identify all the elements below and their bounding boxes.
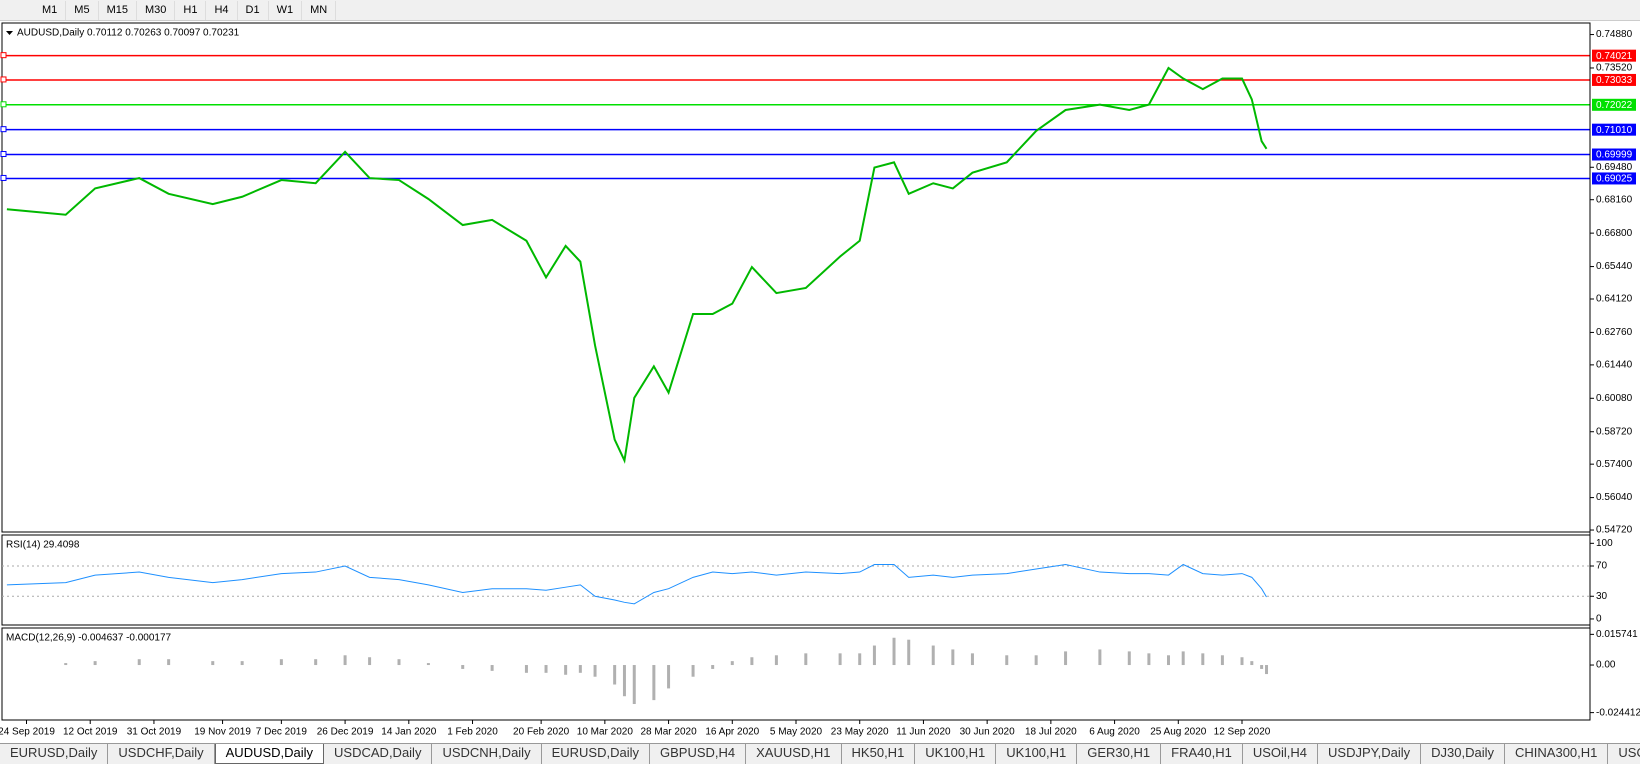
level-label-box	[1592, 172, 1636, 185]
timeframe-button[interactable]: MN	[302, 0, 337, 20]
level-label-box	[1592, 49, 1636, 62]
y-tick-label: 0.57400	[1596, 459, 1633, 470]
x-tick-label: 24 Sep 2019	[0, 727, 55, 738]
chart-tab[interactable]: USDCAD,Daily	[324, 744, 433, 764]
timeframe-button[interactable]: W1	[269, 0, 303, 20]
timeframe-button[interactable]: M30	[137, 0, 176, 20]
chart-tab[interactable]: UK100,H1	[996, 744, 1078, 764]
timeframe-button[interactable]: D1	[238, 0, 269, 20]
level-label-box	[1592, 123, 1636, 136]
price-line	[6, 66, 1268, 464]
y-tick-label: 0.56040	[1596, 492, 1633, 503]
chart-tab[interactable]: USDCNH,Daily	[432, 744, 542, 764]
x-tick-label: 7 Dec 2019	[256, 727, 308, 738]
y-tick-label: 0.66800	[1596, 228, 1633, 239]
y-tick-label: -0.024412	[1596, 707, 1640, 718]
chart-tab[interactable]: AUDUSD,Daily	[214, 744, 325, 764]
menu-triangle	[6, 31, 13, 35]
y-tick-label: 30	[1596, 591, 1608, 602]
x-tick-label: 1 Feb 2020	[447, 727, 498, 738]
x-tick-label: 11 Jun 2020	[896, 727, 951, 738]
y-tick-label: 0.68160	[1596, 194, 1633, 205]
x-tick-label: 20 Feb 2020	[513, 727, 570, 738]
x-tick-label: 25 Aug 2020	[1150, 727, 1207, 738]
chart-tab[interactable]: USDCHF,Daily	[108, 744, 215, 764]
y-tick-label: 0.58720	[1596, 426, 1633, 437]
y-tick-label: 0.74880	[1596, 29, 1633, 40]
price-line	[6, 563, 1267, 605]
level-handle	[0, 126, 7, 133]
level-label-box	[1592, 148, 1636, 161]
level-label-box	[1592, 98, 1636, 111]
timeframe-button[interactable]: M5	[66, 0, 99, 20]
x-tick-label: 30 Jun 2020	[960, 727, 1015, 738]
x-tick-label: 31 Oct 2019	[127, 727, 182, 738]
x-tick-label: 23 May 2020	[831, 727, 889, 738]
x-tick-label: 16 Apr 2020	[705, 727, 759, 738]
y-tick-label: 0.73520	[1596, 63, 1633, 74]
y-tick-label: 0.64120	[1596, 294, 1633, 305]
level-label: 0.72022	[1596, 100, 1633, 111]
chart-tab[interactable]: HK50,H1	[842, 744, 916, 764]
timeframe-button[interactable]: M1	[34, 0, 67, 20]
chart-tab[interactable]: USOil,H4	[1243, 744, 1319, 764]
x-tick-label: 6 Aug 2020	[1089, 727, 1140, 738]
level-handle	[0, 101, 7, 108]
x-tick-label: 10 Mar 2020	[577, 727, 634, 738]
tab-bar: EURUSD,Daily USDCHF,Daily AUDUSD,Daily USDC…	[0, 743, 1640, 764]
level-handle	[0, 151, 7, 158]
chart-tab[interactable]: USOil,H4	[1608, 744, 1640, 764]
y-tick-label: 70	[1596, 561, 1608, 572]
x-tick-label: 26 Dec 2019	[317, 727, 374, 738]
level-label-box	[1592, 73, 1636, 86]
chart-tab[interactable]: DJ30,Daily	[1421, 744, 1506, 764]
chart: 0.74021 0.73033 0.72022 0.71010 0.69999 0.690…	[0, 21, 1640, 743]
background	[0, 21, 1640, 743]
x-tick-label: 12 Oct 2019	[63, 727, 118, 738]
y-tick-label: 0.60080	[1596, 393, 1633, 404]
timeframe-button[interactable]: H1	[175, 0, 207, 20]
x-tick-label: 28 Mar 2020	[640, 727, 697, 738]
level-handle	[0, 52, 7, 59]
y-tick-label: 0.00	[1596, 660, 1616, 671]
chart-tab[interactable]: USDJPY,Daily	[1318, 744, 1422, 764]
chart-tab[interactable]: GBPUSD,H4	[650, 744, 747, 764]
chart-tab[interactable]: EURUSD,Daily	[542, 744, 650, 764]
y-tick-label: 0.015741	[1596, 629, 1638, 640]
timeframe-button[interactable]: M15	[99, 0, 137, 20]
y-tick-label: 0.62760	[1596, 327, 1633, 338]
y-tick-label: 0.69480	[1596, 162, 1633, 173]
x-tick-label: 12 Sep 2020	[1214, 727, 1271, 738]
y-tick-label: 0.61440	[1596, 360, 1633, 371]
chart-tab[interactable]: GER30,H1	[1077, 744, 1162, 764]
chart-tab[interactable]: UK100,H1	[915, 744, 997, 764]
level-label: 0.71010	[1596, 125, 1633, 136]
level-label: 0.69025	[1596, 174, 1633, 185]
level-handle	[0, 76, 7, 83]
level-label: 0.73033	[1596, 75, 1633, 86]
level-label: 0.74021	[1596, 51, 1633, 62]
chart-tab[interactable]: FRA40,H1	[1161, 744, 1243, 764]
y-tick-label: 100	[1596, 538, 1613, 549]
x-tick-label: 19 Nov 2019	[194, 727, 251, 738]
panel-title: AUDUSD,Daily 0.70112 0.70263 0.70097 0.7…	[17, 28, 240, 39]
x-tick-label: 5 May 2020	[770, 727, 823, 738]
chart-tab[interactable]: XAUUSD,H1	[746, 744, 842, 764]
y-tick-label: 0	[1596, 614, 1602, 625]
x-tick-label: 18 Jul 2020	[1025, 727, 1077, 738]
y-tick-label: 0.65440	[1596, 261, 1633, 272]
level-label: 0.69999	[1596, 150, 1633, 161]
panel-title: RSI(14) 29.4098	[6, 540, 80, 551]
chart-tab[interactable]: EURUSD,Daily	[0, 744, 109, 764]
level-handle	[0, 174, 7, 181]
x-tick-label: 14 Jan 2020	[381, 727, 436, 738]
y-tick-label: 0.54720	[1596, 525, 1633, 536]
chart-tab[interactable]: CHINA300,H1	[1505, 744, 1609, 764]
timeframe-button[interactable]: H4	[206, 0, 238, 20]
panel-title: MACD(12,26,9) -0.004637 -0.000177	[6, 633, 172, 644]
toolbar: M1 M5 M15 M30 H1 H4 D1 W1 MN	[0, 0, 1640, 21]
